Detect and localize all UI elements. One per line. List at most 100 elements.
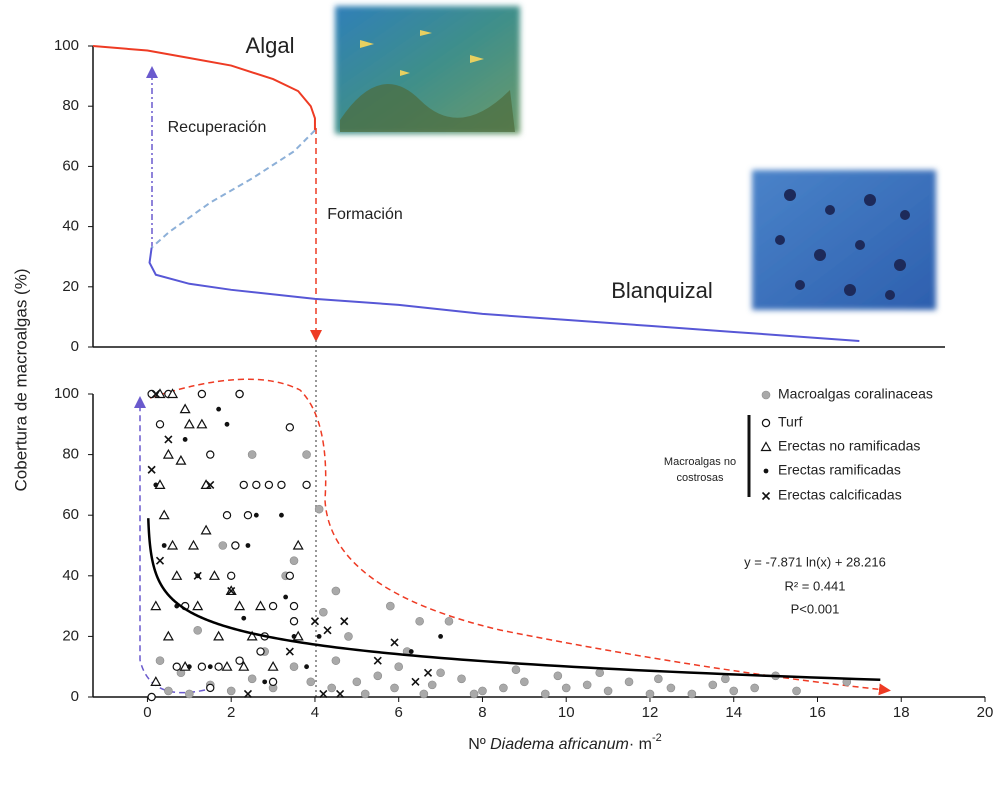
point: [202, 526, 211, 534]
x-label-part: Nº: [468, 736, 490, 753]
point: [438, 634, 443, 639]
point: [751, 684, 759, 692]
point: [319, 608, 327, 616]
point: [173, 663, 180, 670]
point: [172, 571, 181, 579]
point: [307, 678, 315, 686]
point: [341, 618, 348, 625]
x-tick-label: 10: [558, 704, 575, 721]
point: [189, 541, 198, 549]
point: [290, 663, 298, 671]
point: [420, 690, 428, 698]
point: [214, 632, 223, 640]
point: [391, 684, 399, 692]
legend-marker: [762, 391, 770, 399]
x-tick-label: 8: [478, 704, 486, 721]
legend-marker: [764, 469, 769, 474]
y-tick-label: 60: [62, 157, 79, 174]
point: [207, 451, 214, 458]
point: [562, 684, 570, 692]
x-tick-label: 18: [893, 704, 910, 721]
point: [157, 557, 164, 564]
point: [395, 663, 403, 671]
y-tick-label: 80: [62, 97, 79, 114]
y-tick-label: 100: [54, 37, 79, 54]
point: [470, 690, 478, 698]
x-tick-label: 12: [642, 704, 659, 721]
point: [445, 617, 453, 625]
point: [223, 662, 232, 670]
fit-equation: y = -7.871 ln(x) + 28.216: [744, 554, 886, 569]
point: [253, 481, 260, 488]
legend-label: Erectas ramificadas: [778, 462, 901, 478]
y-tick-label: 40: [62, 218, 79, 235]
point: [246, 543, 251, 548]
y-axis-label: Cobertura de macroalgas (%): [11, 269, 30, 492]
point: [216, 407, 221, 412]
point: [168, 541, 177, 549]
legend-label: Macroalgas coralinaceas: [778, 386, 933, 402]
x-label-part: -2: [652, 732, 662, 744]
point: [265, 481, 272, 488]
point: [164, 687, 172, 695]
point: [583, 681, 591, 689]
point: [279, 513, 284, 518]
point: [227, 687, 235, 695]
point: [793, 687, 801, 695]
point: [269, 662, 278, 670]
point: [654, 675, 662, 683]
point: [254, 513, 259, 518]
point: [625, 678, 633, 686]
point: [156, 421, 163, 428]
x-tick-label: 2: [227, 704, 235, 721]
point: [207, 684, 214, 691]
point: [236, 390, 243, 397]
formation-envelope: [150, 379, 885, 690]
point: [193, 602, 202, 610]
figure: Algal Recuperación Formación Blanquizal …: [0, 0, 1000, 785]
point: [164, 632, 173, 640]
point: [688, 690, 696, 698]
point: [223, 512, 230, 519]
point: [181, 405, 190, 413]
legend-marker: [762, 443, 771, 451]
fit-r2: R² = 0.441: [784, 578, 845, 593]
point: [541, 690, 549, 698]
point: [194, 572, 201, 579]
point: [283, 595, 288, 600]
point: [332, 587, 340, 595]
point: [353, 678, 361, 686]
point: [361, 690, 369, 698]
x-tick-label: 6: [395, 704, 403, 721]
y-tick-label: 80: [62, 446, 79, 463]
point: [374, 672, 382, 680]
point: [478, 687, 486, 695]
point: [317, 634, 322, 639]
point: [162, 543, 167, 548]
point: [148, 693, 155, 700]
point: [198, 663, 205, 670]
legend-marker: [763, 493, 770, 500]
y-tick-label: 100: [54, 385, 79, 402]
fit-p: P<0.001: [791, 601, 840, 616]
point: [153, 483, 158, 488]
point: [198, 390, 205, 397]
point: [409, 649, 414, 654]
point: [235, 602, 244, 610]
point: [303, 481, 310, 488]
point: [290, 603, 297, 610]
point: [428, 681, 436, 689]
point: [332, 657, 340, 665]
point: [303, 451, 311, 459]
point: [256, 602, 265, 610]
point: [248, 675, 256, 683]
chart: Algal Recuperación Formación Blanquizal …: [0, 0, 1000, 785]
point: [596, 669, 604, 677]
point: [520, 678, 528, 686]
point: [164, 450, 173, 458]
point: [208, 664, 213, 669]
point: [412, 678, 419, 685]
point: [241, 616, 246, 621]
point: [554, 672, 562, 680]
point: [374, 657, 381, 664]
